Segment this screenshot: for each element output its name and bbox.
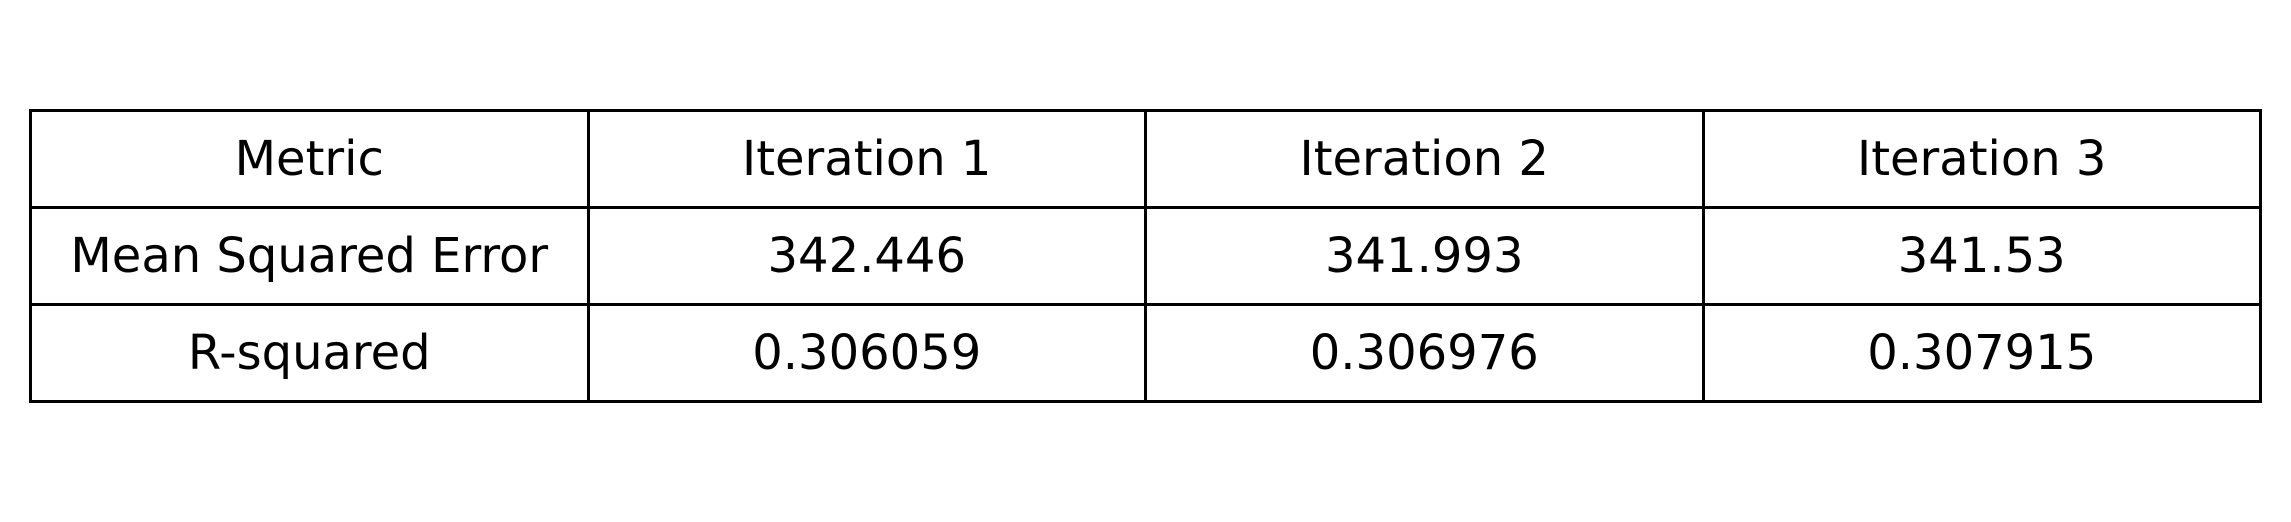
- header-cell-metric: Metric: [29, 109, 590, 209]
- header-row: Metric Iteration 1 Iteration 2 Iteration…: [29, 109, 2262, 209]
- table-body: Mean Squared Error 342.446 341.993 341.5…: [29, 206, 2262, 403]
- table-header: Metric Iteration 1 Iteration 2 Iteration…: [29, 109, 2262, 209]
- row-label-cell: R-squared: [29, 303, 590, 403]
- value-cell: 0.307915: [1701, 303, 2262, 403]
- table-row: Mean Squared Error 342.446 341.993 341.5…: [29, 206, 2262, 306]
- header-cell-iteration-3: Iteration 3: [1701, 109, 2262, 209]
- value-cell: 341.993: [1144, 206, 1705, 306]
- value-cell: 0.306976: [1144, 303, 1705, 403]
- value-cell: 0.306059: [586, 303, 1147, 403]
- value-cell: 342.446: [586, 206, 1147, 306]
- value-cell: 341.53: [1701, 206, 2262, 306]
- row-label-cell: Mean Squared Error: [29, 206, 590, 306]
- header-cell-iteration-2: Iteration 2: [1144, 109, 1705, 209]
- header-cell-iteration-1: Iteration 1: [586, 109, 1147, 209]
- table-row: R-squared 0.306059 0.306976 0.307915: [29, 303, 2262, 403]
- metrics-table: Metric Iteration 1 Iteration 2 Iteration…: [29, 109, 2262, 403]
